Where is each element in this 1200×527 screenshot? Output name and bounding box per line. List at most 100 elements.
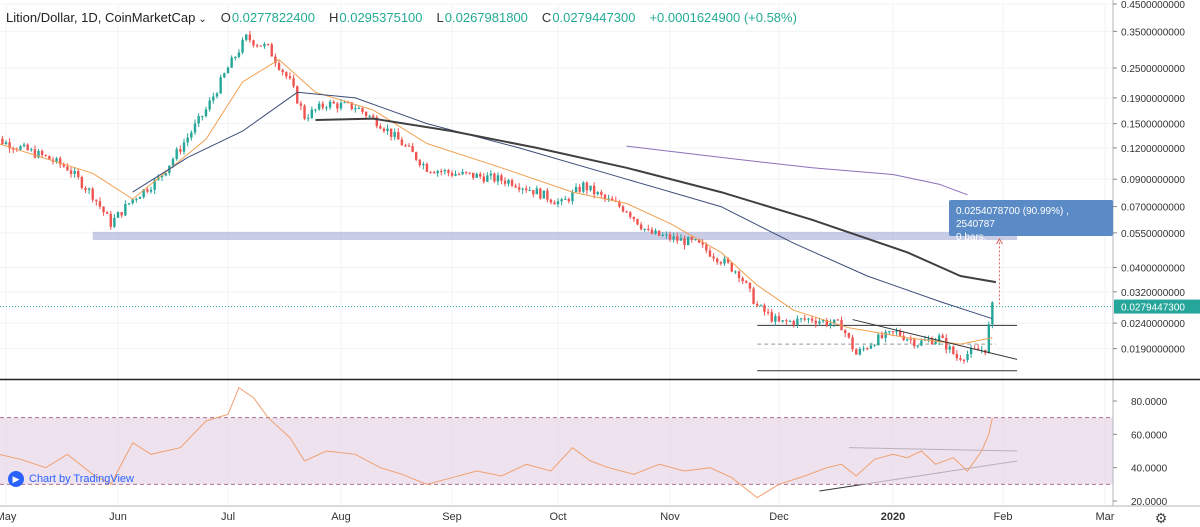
candle-body bbox=[866, 348, 869, 350]
time-tick-label: Aug bbox=[331, 511, 351, 523]
candle bbox=[285, 71, 288, 80]
candle bbox=[745, 280, 748, 284]
candle bbox=[226, 66, 230, 74]
candle bbox=[149, 186, 153, 194]
candle-body bbox=[592, 185, 596, 195]
candle bbox=[436, 169, 439, 177]
price-trend-line[interactable] bbox=[852, 319, 1018, 360]
candle-body bbox=[825, 320, 829, 326]
candle bbox=[589, 185, 592, 192]
candle bbox=[201, 115, 204, 121]
price-tick-label: 0.2500000000 bbox=[1121, 64, 1185, 75]
candle-body bbox=[219, 77, 222, 94]
symbol-title[interactable]: Lition/Dollar, 1D, CoinMarketCap ⌄ bbox=[6, 10, 207, 25]
candle-body bbox=[962, 359, 966, 361]
horizontal-zone[interactable] bbox=[92, 231, 1018, 241]
candle bbox=[208, 97, 211, 112]
candle-body bbox=[654, 230, 657, 234]
candle-body bbox=[719, 262, 723, 264]
candle bbox=[987, 321, 991, 354]
support-zone[interactable] bbox=[92, 231, 1018, 241]
gear-icon[interactable]: ⚙ bbox=[1154, 510, 1168, 526]
candle bbox=[560, 197, 563, 206]
candle bbox=[788, 319, 792, 323]
candle-body bbox=[357, 108, 361, 110]
candle bbox=[877, 332, 880, 346]
measure-line-2: 0 bars, bbox=[956, 232, 987, 243]
time-axis[interactable]: May Jun Jul Aug Sep Oct Nov Dec 2020 Feb Mar bbox=[0, 511, 1115, 523]
candle bbox=[927, 335, 930, 343]
candle-body bbox=[142, 189, 145, 198]
candle bbox=[422, 161, 425, 170]
candle bbox=[991, 301, 994, 329]
candle-body bbox=[503, 180, 507, 184]
price-tick-label: 0.0190000000 bbox=[1121, 345, 1185, 356]
candle bbox=[549, 198, 553, 205]
candle bbox=[44, 154, 47, 157]
candle-body bbox=[574, 186, 578, 192]
candle bbox=[116, 211, 120, 218]
candle-body bbox=[668, 234, 672, 240]
candle bbox=[966, 350, 969, 363]
candle-body bbox=[418, 159, 421, 166]
candle bbox=[792, 319, 795, 328]
candle bbox=[393, 128, 396, 141]
candle-body bbox=[328, 101, 332, 108]
candle-body bbox=[774, 316, 777, 322]
ohlc-close-value: 0.0279447300 bbox=[552, 9, 636, 25]
candle bbox=[120, 211, 123, 218]
candle bbox=[274, 53, 277, 67]
candle bbox=[182, 138, 186, 155]
candle-body bbox=[164, 172, 167, 176]
candle bbox=[197, 113, 200, 128]
candle bbox=[223, 72, 226, 79]
price-tick-label: 0.1500000000 bbox=[1121, 120, 1185, 131]
chevron-down-icon[interactable]: ⌄ bbox=[198, 13, 207, 25]
measure-arrow-head[interactable] bbox=[996, 237, 1003, 245]
candle bbox=[866, 347, 869, 351]
measure-tooltip[interactable]: 0.0254078700 (90.99%) , 2540787 0 bars, bbox=[949, 200, 1113, 243]
candle bbox=[277, 60, 281, 71]
candle-body bbox=[77, 170, 80, 177]
candle-body bbox=[277, 63, 281, 70]
candle bbox=[686, 236, 690, 246]
candle bbox=[734, 270, 737, 275]
candle bbox=[472, 172, 475, 180]
candle-body bbox=[113, 217, 116, 227]
candle-body bbox=[422, 163, 425, 166]
candle-body bbox=[730, 262, 733, 272]
candle bbox=[564, 195, 567, 200]
candle-body bbox=[701, 242, 704, 245]
candle-body bbox=[62, 164, 66, 167]
candle-body bbox=[959, 358, 962, 360]
candle-body bbox=[847, 332, 851, 338]
candle bbox=[507, 178, 510, 187]
candle-body bbox=[763, 305, 766, 312]
price-axis[interactable]: 0.4500000000 0.3500000000 0.2500000000 0.19… bbox=[1113, 0, 1200, 508]
last-price-label-bg[interactable] bbox=[1114, 299, 1200, 314]
candle-body bbox=[314, 109, 317, 111]
candle-body bbox=[618, 201, 621, 207]
candle-body bbox=[625, 211, 628, 213]
candle-body bbox=[556, 201, 560, 205]
candle bbox=[962, 358, 966, 364]
symbol-name: Lition/Dollar, 1D, CoinMarketCap bbox=[6, 9, 196, 25]
candle-body bbox=[215, 93, 219, 97]
candle-body bbox=[564, 198, 567, 200]
candle bbox=[716, 257, 719, 265]
candle bbox=[556, 198, 560, 208]
candle bbox=[382, 127, 386, 133]
candle bbox=[937, 333, 941, 346]
candle bbox=[514, 183, 517, 189]
candle bbox=[339, 98, 343, 111]
candle bbox=[723, 256, 726, 266]
candle-body bbox=[836, 319, 840, 321]
candle-body bbox=[454, 174, 457, 176]
candle bbox=[131, 198, 134, 205]
candle bbox=[80, 175, 84, 190]
price-pane-background bbox=[0, 0, 1113, 378]
candle-body bbox=[708, 250, 712, 257]
candle-body bbox=[105, 212, 109, 214]
tradingview-branding[interactable]: ▶ Chart by TradingView bbox=[8, 470, 134, 488]
